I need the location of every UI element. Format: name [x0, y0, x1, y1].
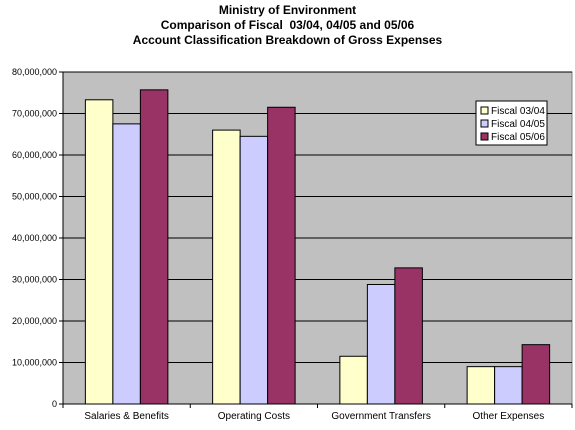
- bar: [466, 366, 496, 405]
- y-tick-label: 30,000,000: [12, 275, 57, 285]
- bar: [494, 366, 523, 405]
- bar: [212, 129, 241, 405]
- bar: [267, 106, 296, 405]
- y-tick-label: 60,000,000: [12, 150, 57, 160]
- x-tick-label: Operating Costs: [218, 411, 290, 422]
- bar: [339, 355, 368, 405]
- y-tick-label: 40,000,000: [12, 233, 57, 243]
- legend-label: Fiscal 05/06: [491, 132, 545, 143]
- x-tick-label: Government Transfers: [331, 411, 430, 422]
- chart-title: Ministry of Environment Comparison of Fi…: [0, 3, 575, 48]
- bar: [139, 89, 169, 405]
- bar: [84, 99, 114, 405]
- chart-title-line-2: Comparison of Fiscal 03/04, 04/05 and 05…: [160, 18, 415, 32]
- x-tick-label: Salaries & Benefits: [84, 411, 169, 422]
- legend-swatch: [480, 132, 489, 141]
- bar: [112, 123, 141, 405]
- bar: [366, 283, 396, 405]
- legend-label: Fiscal 03/04: [491, 106, 545, 117]
- bar: [521, 344, 551, 405]
- y-tick-label: 80,000,000: [12, 67, 57, 77]
- legend-swatch: [480, 106, 489, 115]
- y-tick-label: 0: [52, 399, 57, 409]
- y-tick-label: 70,000,000: [12, 109, 57, 119]
- x-tick-label: Other Expenses: [473, 411, 545, 422]
- y-tick-label: 20,000,000: [12, 316, 57, 326]
- legend-swatch: [480, 119, 489, 128]
- bar: [394, 267, 423, 405]
- y-tick-label: 50,000,000: [12, 192, 57, 202]
- legend-label: Fiscal 04/05: [491, 119, 545, 130]
- chart-title-line-1: Ministry of Environment: [218, 3, 357, 17]
- y-tick-label: 10,000,000: [12, 358, 57, 368]
- bar: [239, 135, 269, 405]
- chart-title-line-3: Account Classification Breakdown of Gros…: [132, 33, 443, 47]
